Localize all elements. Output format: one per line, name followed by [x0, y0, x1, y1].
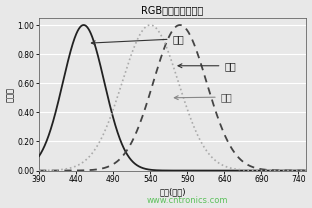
Text: 蓝色: 蓝色 — [91, 34, 184, 45]
Title: RGB颜色光谱的叠加: RGB颜色光谱的叠加 — [141, 6, 204, 16]
Text: 绿色: 绿色 — [174, 92, 232, 102]
Text: 红色: 红色 — [178, 61, 236, 71]
Text: www.cntronics.com: www.cntronics.com — [146, 196, 228, 205]
X-axis label: 波长(纳米): 波长(纳米) — [159, 187, 186, 196]
Y-axis label: 敏感度: 敏感度 — [6, 87, 15, 102]
